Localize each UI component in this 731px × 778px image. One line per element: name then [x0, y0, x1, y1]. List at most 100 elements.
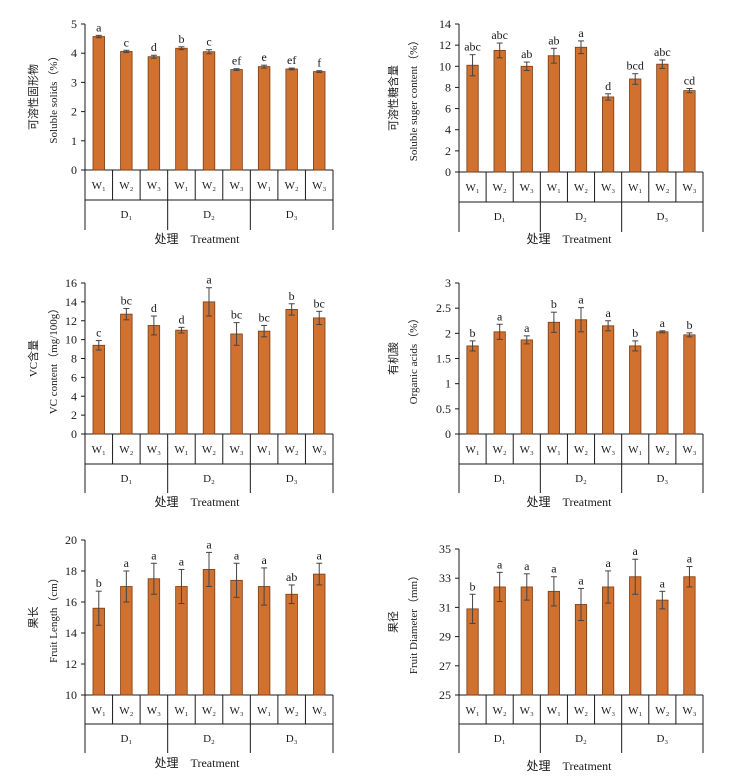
- y-tick-label: 1: [71, 134, 77, 148]
- group-label: D₂: [575, 211, 587, 223]
- y-axis-label-en: Fruit Length（cm）: [47, 572, 60, 663]
- y-tick-label: 10: [439, 59, 451, 73]
- group-label: D₁: [120, 209, 132, 221]
- x-axis-label: 处理 Treatment: [527, 232, 613, 246]
- bar: [602, 325, 615, 435]
- bar: [493, 331, 506, 435]
- group-label: D₁: [494, 211, 506, 223]
- x-tick-label: W₃: [312, 705, 326, 717]
- bar: [285, 309, 298, 435]
- x-tick-label: W₃: [682, 444, 696, 456]
- significance-letter: bc: [258, 310, 269, 324]
- chart-panel-1: 0 1 2 3 4 5 a W₁ c W₂ d W₃ b W₁ c W₂ ef W₃ e W₁ ef W₂ f W₃ D₁ D₂ D…: [26, 17, 334, 246]
- y-tick-label: 2.5: [436, 301, 451, 315]
- significance-letter: a: [317, 548, 323, 562]
- bar: [683, 334, 696, 435]
- y-tick-label: 18: [65, 564, 77, 578]
- bar: [574, 46, 588, 173]
- y-tick-label: 2: [445, 326, 451, 340]
- bar: [175, 329, 188, 435]
- y-axis-label-cn: 有机酸: [386, 342, 400, 375]
- bar: [120, 51, 133, 171]
- significance-letter: b: [96, 576, 102, 590]
- group-label: D₁: [120, 733, 132, 745]
- bar: [656, 331, 669, 435]
- group-label: D₂: [575, 733, 587, 745]
- bar: [629, 345, 642, 435]
- group-label: D₃: [656, 211, 668, 223]
- x-tick-label: W₃: [229, 705, 243, 717]
- x-tick-label: W₂: [119, 705, 133, 717]
- bar: [466, 345, 479, 435]
- x-tick-label: W₁: [257, 705, 271, 717]
- bar: [257, 330, 271, 435]
- bar: [547, 590, 560, 696]
- significance-letter: b: [470, 579, 476, 593]
- significance-letter: a: [234, 548, 240, 562]
- x-tick-label: W₁: [547, 705, 561, 717]
- y-tick-label: 25: [439, 688, 451, 702]
- x-tick-label: W₁: [92, 444, 106, 456]
- y-tick-label: 12: [65, 657, 77, 671]
- significance-letter: abc: [654, 45, 671, 59]
- significance-letter: a: [124, 556, 130, 570]
- y-tick-label: 0: [445, 427, 451, 441]
- significance-letter: abc: [491, 28, 508, 42]
- significance-letter: a: [578, 26, 584, 40]
- x-tick-label: W₁: [547, 182, 561, 194]
- x-tick-label: W₂: [574, 444, 588, 456]
- x-tick-label: W₃: [601, 182, 615, 194]
- y-tick-label: 8: [445, 80, 451, 94]
- significance-letter: a: [578, 293, 584, 307]
- y-tick-label: 20: [65, 533, 77, 547]
- x-tick-label: W₃: [147, 705, 161, 717]
- significance-letter: a: [497, 557, 503, 571]
- bar: [92, 36, 105, 171]
- bar: [230, 69, 243, 171]
- x-tick-label: W₃: [147, 444, 161, 456]
- bar: [547, 55, 560, 173]
- y-tick-label: 0: [71, 163, 77, 177]
- significance-letter: bc: [121, 293, 132, 307]
- significance-letter: ef: [287, 53, 296, 67]
- significance-letter: a: [578, 573, 584, 587]
- bar: [175, 47, 188, 171]
- bar: [120, 586, 133, 696]
- chart-panel-2: 0 2 4 6 8 10 12 14 abc W₁ abc W₂ ab W₃ ab W₁ a W₂ d W₃ bcd W₁…: [386, 17, 704, 246]
- significance-letter: bc: [231, 308, 242, 322]
- bar: [285, 68, 298, 171]
- x-tick-label: W₁: [628, 182, 642, 194]
- y-tick-label: 4: [71, 389, 77, 403]
- group-label: D₃: [286, 473, 298, 485]
- bar: [602, 96, 615, 173]
- x-axis-label: 处理 Treatment: [527, 495, 613, 509]
- x-tick-label: W₃: [229, 180, 243, 192]
- group-label: D₂: [203, 209, 215, 221]
- x-tick-label: W₂: [574, 705, 588, 717]
- bar: [547, 321, 560, 435]
- bar: [92, 344, 105, 435]
- y-axis-label-en: VC content（mg/100g）: [47, 303, 60, 415]
- bar: [520, 586, 533, 696]
- significance-letter: a: [206, 273, 212, 287]
- x-tick-label: W₃: [312, 444, 326, 456]
- significance-letter: a: [179, 554, 185, 568]
- y-tick-label: 10: [65, 333, 77, 347]
- significance-letter: a: [605, 556, 611, 570]
- bar: [147, 578, 161, 696]
- y-tick-label: 1: [445, 377, 451, 391]
- x-tick-label: W₂: [493, 705, 507, 717]
- significance-letter: ef: [232, 54, 241, 68]
- y-tick-label: 31: [439, 600, 451, 614]
- x-tick-label: W₂: [655, 444, 669, 456]
- significance-letter: b: [686, 318, 692, 332]
- y-tick-label: 35: [439, 542, 451, 556]
- bar: [466, 64, 479, 173]
- x-tick-label: W₂: [119, 180, 133, 192]
- significance-letter: b: [470, 326, 476, 340]
- bar: [147, 325, 161, 435]
- x-tick-label: W₁: [92, 705, 106, 717]
- x-tick-label: W₂: [493, 444, 507, 456]
- group-label: D₃: [656, 733, 668, 745]
- bar: [202, 301, 216, 435]
